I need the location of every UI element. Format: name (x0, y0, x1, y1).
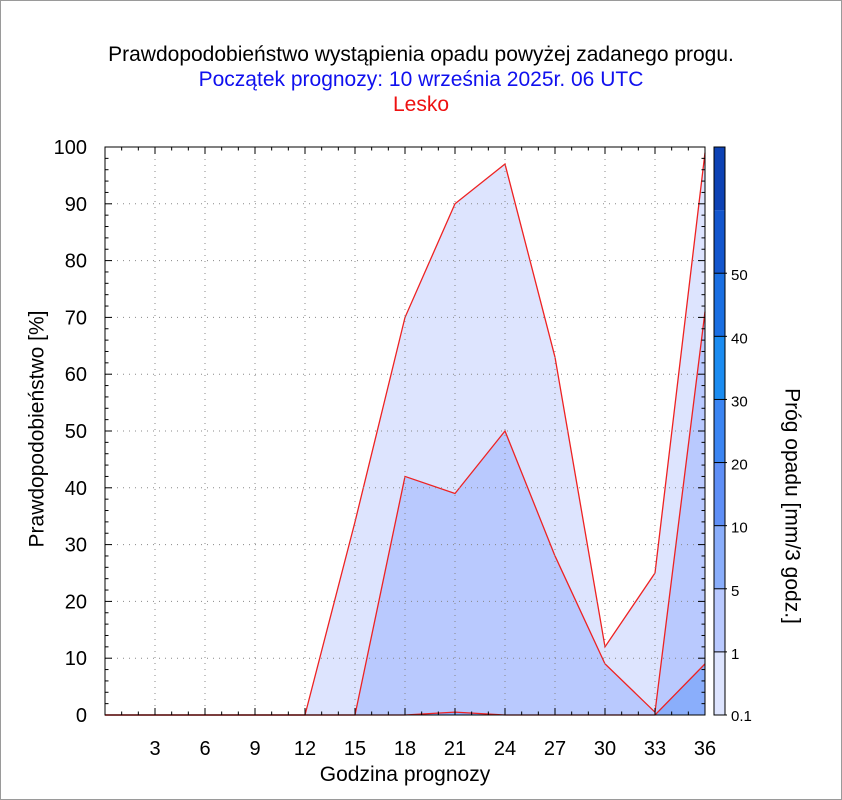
colorbar-label: 50 (731, 267, 748, 284)
x-tick-label: 21 (444, 738, 466, 760)
colorbar: 0.1 1 5 10 20 30 40 50 (713, 146, 752, 725)
forecast-start-subtitle: Początek prognozy: 10 września 2025r. 06… (198, 68, 644, 91)
x-axis: 3 6 9 12 15 18 21 24 27 30 33 36 (104, 147, 716, 760)
y-tick-label: 20 (65, 591, 87, 613)
station-name: Lesko (392, 93, 450, 116)
colorbar-segment (714, 273, 725, 337)
colorbar-segment (714, 210, 725, 274)
y-tick-label: 100 (54, 137, 87, 159)
colorbar-label: 30 (731, 393, 748, 410)
x-tick-label: 24 (494, 738, 516, 760)
x-axis-title: Godzina prognozy (320, 763, 491, 786)
x-tick-label: 18 (394, 738, 416, 760)
y-tick-label: 50 (65, 421, 87, 443)
y-tick-label: 30 (65, 535, 87, 557)
colorbar-segment (714, 399, 725, 463)
colorbar-label: 40 (731, 330, 748, 347)
y-tick-label: 80 (65, 251, 87, 273)
colorbar-segment (714, 462, 725, 526)
colorbar-label: 20 (731, 457, 748, 474)
colorbar-segment (714, 588, 725, 652)
colorbar-segment (714, 147, 725, 211)
x-tick-label: 12 (294, 738, 316, 760)
colorbar-label: 10 (731, 520, 748, 537)
colorbar-segment (714, 336, 725, 400)
y-tick-label: 70 (65, 307, 87, 329)
y-tick-label: 10 (65, 648, 87, 670)
colorbar-title: Próg opadu [mm/3 godz.] (780, 388, 803, 624)
x-tick-label: 27 (544, 738, 566, 760)
x-tick-label: 9 (249, 738, 260, 760)
x-tick-label: 15 (344, 738, 366, 760)
colorbar-segment (714, 651, 725, 715)
y-tick-label: 40 (65, 478, 87, 500)
x-tick-label: 33 (644, 738, 666, 760)
y-tick-label: 90 (65, 194, 87, 216)
y-axis: 0 10 20 30 40 50 60 70 80 90 100 (54, 137, 705, 727)
x-tick-label: 30 (594, 738, 616, 760)
chart-title: Prawdopodobieństwo wystąpienia opadu pow… (108, 43, 734, 66)
y-tick-label: 60 (65, 364, 87, 386)
grid-layer (105, 147, 705, 715)
colorbar-label: 0.1 (731, 708, 752, 725)
colorbar-label: 1 (731, 646, 739, 663)
x-tick-label: 36 (694, 738, 716, 760)
y-axis-title: Prawdopodobieństwo [%] (26, 311, 49, 548)
y-tick-label: 0 (76, 705, 87, 727)
colorbar-label: 5 (731, 583, 739, 600)
x-tick-label: 3 (149, 738, 160, 760)
colorbar-segment (714, 525, 725, 589)
x-tick-label: 6 (199, 738, 210, 760)
